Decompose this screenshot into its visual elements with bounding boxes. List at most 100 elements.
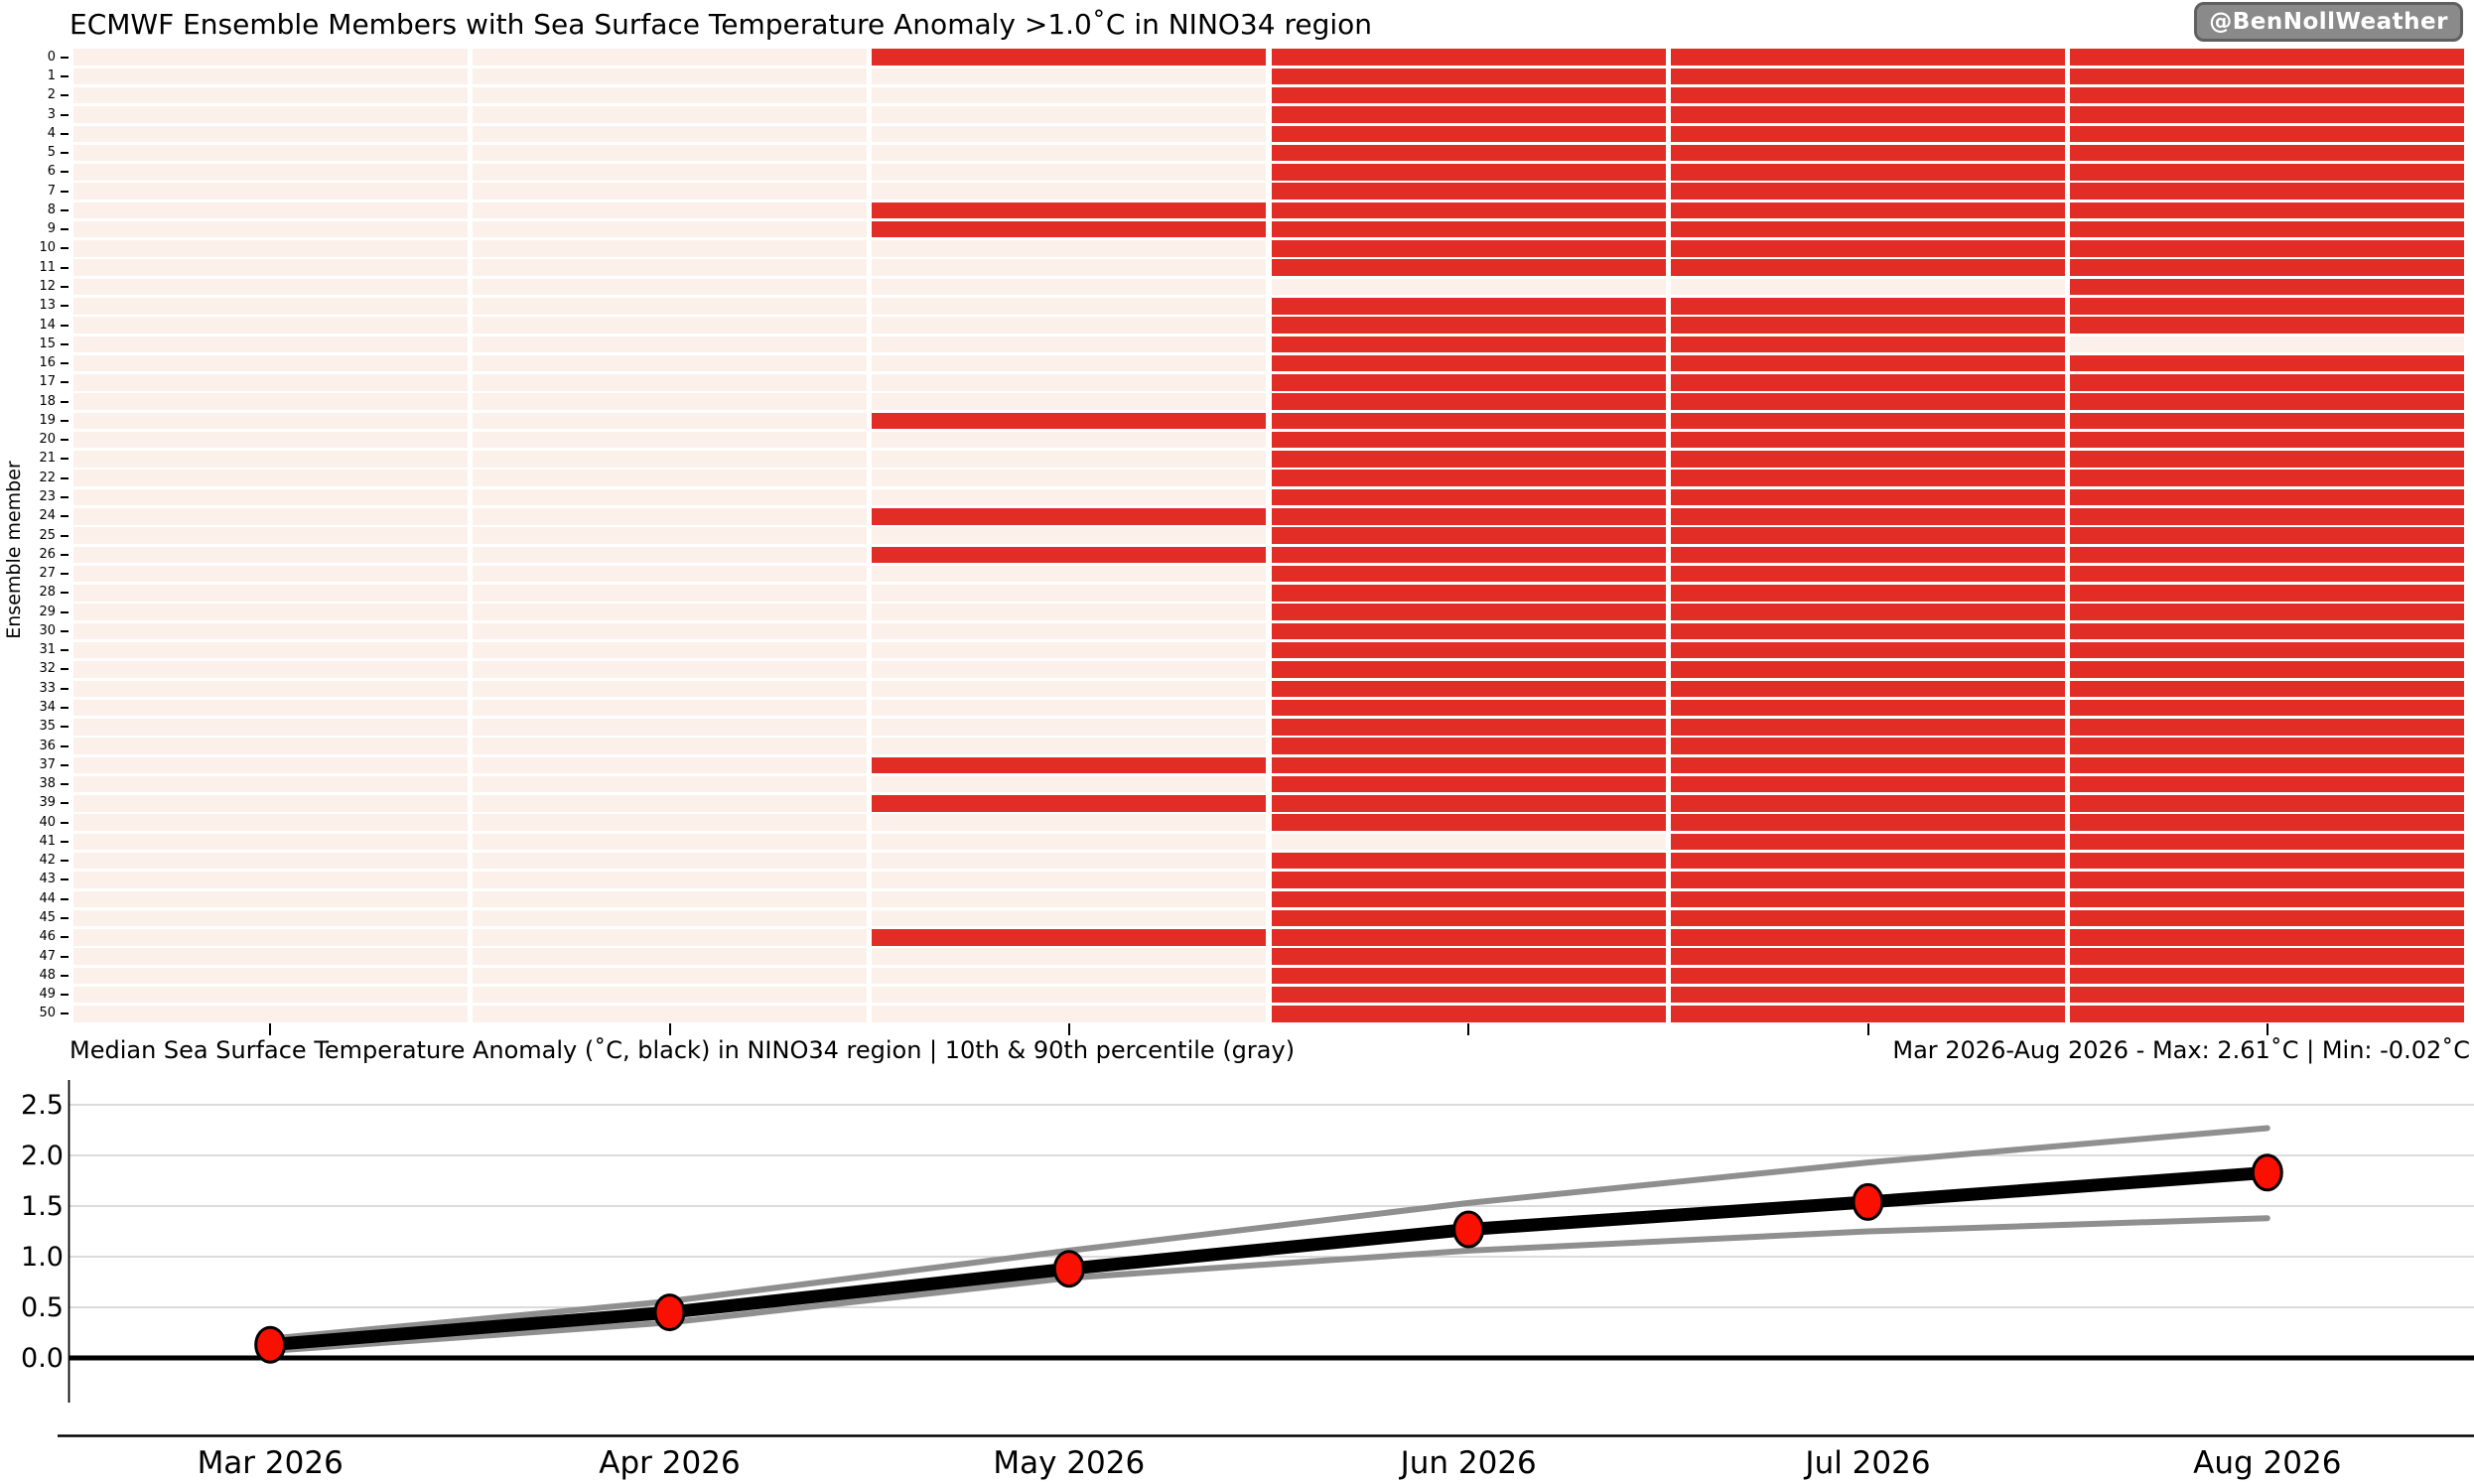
heatmap-cell <box>1670 909 2066 927</box>
heatmap-cell <box>472 144 868 162</box>
heatmap-cell <box>1670 106 2066 123</box>
heatmap-row-label: 10 <box>39 240 56 256</box>
heatmap-cell <box>472 967 868 985</box>
heatmap-cell <box>1670 125 2066 142</box>
heatmap-cell <box>872 872 1267 888</box>
heatmap-cell <box>472 641 868 659</box>
heatmap-cell <box>1271 317 1666 334</box>
heatmap-cell <box>472 49 868 66</box>
heatmap-cell <box>472 317 868 334</box>
heatmap-row-label: 21 <box>39 451 56 467</box>
heatmap-month-tick <box>1467 1023 1470 1035</box>
heatmap-cell <box>2070 488 2465 506</box>
heatmap-row-label: 7 <box>47 183 56 199</box>
heatmap-cell <box>472 278 868 296</box>
heatmap-row-label: 8 <box>47 202 56 217</box>
heatmap-cell <box>1271 622 1666 640</box>
heatmap-cell <box>472 527 868 544</box>
heatmap-cell <box>1670 317 2066 334</box>
heatmap-cell <box>2070 508 2465 525</box>
subtitle-left: Median Sea Surface Temperature Anomaly (… <box>69 1036 1296 1064</box>
p90-line <box>267 1125 2270 1342</box>
heatmap-row-tick <box>61 726 69 729</box>
heatmap-cell <box>472 259 868 276</box>
heatmap-cell <box>72 393 468 410</box>
heatmap-cell <box>872 336 1267 352</box>
heatmap-cell <box>72 470 468 486</box>
x-tick-label: Apr 2026 <box>599 1445 740 1481</box>
heatmap-cell <box>1271 890 1666 907</box>
heatmap-row-label: 42 <box>39 853 56 869</box>
heatmap-cell <box>1670 431 2066 449</box>
heatmap-cell <box>72 278 468 296</box>
heatmap-cell <box>1271 661 1666 678</box>
heatmap-month-tick <box>269 1023 272 1035</box>
heatmap-cell <box>872 183 1267 200</box>
line-chart: 0.0 0.5 1.0 1.5 2.0 2.5 Mar 2026 Apr 2026 May 20… <box>21 1080 2474 1481</box>
heatmap-row-tick <box>61 860 69 863</box>
heatmap-row-label: 4 <box>47 125 56 141</box>
heatmap-cell <box>472 336 868 352</box>
heatmap-cell <box>872 106 1267 123</box>
heatmap-cell <box>472 872 868 888</box>
heatmap-row-label: 19 <box>39 412 56 428</box>
heatmap-cell <box>2070 622 2465 640</box>
heatmap-cell <box>872 622 1267 640</box>
heatmap-row-tick <box>61 744 69 747</box>
heatmap-cell <box>72 833 468 851</box>
heatmap-row-label: 25 <box>39 527 56 543</box>
heatmap-cell <box>72 67 468 85</box>
heatmap-cell <box>1271 412 1666 430</box>
heatmap-row-tick <box>61 381 69 384</box>
heatmap-cell <box>1271 948 1666 965</box>
heatmap-row-tick <box>61 56 69 59</box>
heatmap-cell <box>2070 795 2465 812</box>
heatmap-row-label: 40 <box>39 814 56 830</box>
heatmap-cell <box>72 86 468 104</box>
heatmap-cell <box>1271 202 1666 219</box>
heatmap-cell <box>1670 852 2066 870</box>
heatmap-cell <box>872 412 1267 430</box>
heatmap-cell <box>872 795 1267 812</box>
heatmap-cell <box>1271 240 1666 257</box>
heatmap-row-tick <box>61 917 69 919</box>
heatmap-row-label: 46 <box>39 929 56 945</box>
data-point-marker <box>1052 1250 1085 1288</box>
heatmap-cell <box>2070 374 2465 391</box>
heatmap-cell <box>1271 259 1666 276</box>
heatmap-row-label: 24 <box>39 508 56 524</box>
heatmap-cell <box>72 967 468 985</box>
heatmap-row-tick <box>61 342 69 345</box>
heatmap-cell <box>472 680 868 697</box>
heatmap-cell <box>72 775 468 793</box>
heatmap-row-label: 0 <box>47 49 56 65</box>
heatmap-row-label: 50 <box>39 1006 56 1021</box>
subtitle-right: Mar 2026-Aug 2026 - Max: 2.61˚C | Min: -… <box>1892 1036 2470 1064</box>
heatmap-cell <box>1271 641 1666 659</box>
heatmap-row-label: 2 <box>47 87 56 103</box>
heatmap-cell <box>472 412 868 430</box>
heatmap-cell <box>1271 508 1666 525</box>
heatmap-cell <box>1271 546 1666 563</box>
heatmap-cell <box>472 508 868 525</box>
heatmap-row-label: 23 <box>39 489 56 504</box>
heatmap-row-label: 13 <box>39 298 56 314</box>
heatmap-cell <box>872 546 1267 563</box>
heatmap-cell <box>72 604 468 620</box>
heatmap-row-label: 43 <box>39 872 56 887</box>
heatmap-cell <box>1271 106 1666 123</box>
heatmap-cell <box>2070 106 2465 123</box>
heatmap-cell <box>2070 354 2465 372</box>
heatmap-row-label: 33 <box>39 680 56 696</box>
heatmap-month-tick <box>668 1023 671 1035</box>
heatmap-cell <box>472 183 868 200</box>
heatmap-cell <box>72 661 468 678</box>
heatmap-cell <box>472 240 868 257</box>
heatmap-cell <box>872 86 1267 104</box>
heatmap-cell <box>1670 1006 2066 1022</box>
heatmap-row-label: 3 <box>47 106 56 122</box>
heatmap-row-label: 48 <box>39 967 56 983</box>
heatmap-cell <box>472 756 868 774</box>
heatmap-cell <box>872 890 1267 907</box>
x-tick-label: Aug 2026 <box>2193 1445 2341 1481</box>
